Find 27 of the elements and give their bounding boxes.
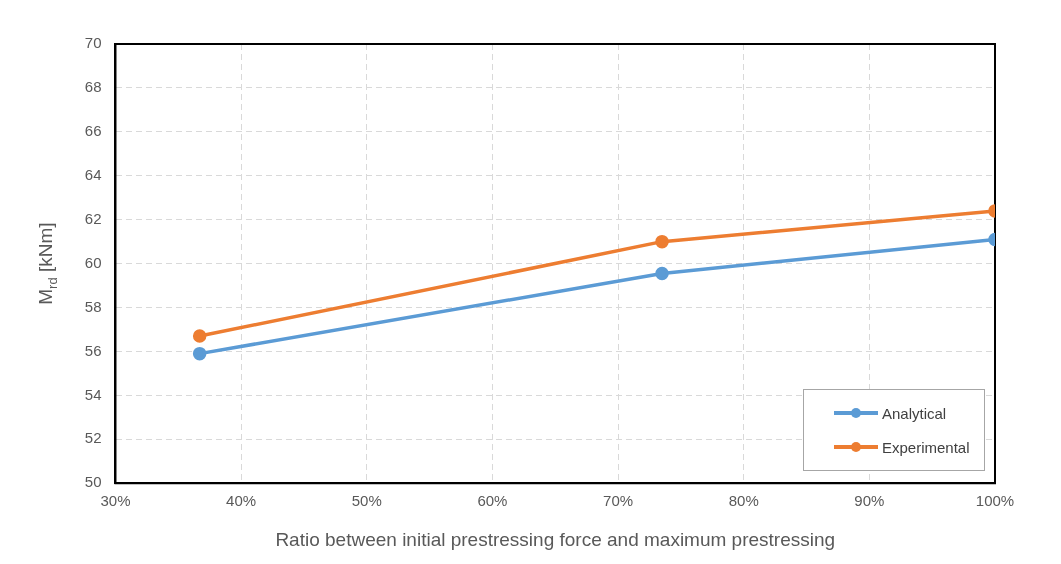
x-tick-label: 90%: [854, 492, 885, 510]
x-tick-label: 70%: [603, 492, 634, 510]
legend-label: Analytical: [882, 404, 947, 422]
legend-label: Experimental: [882, 438, 970, 456]
y-tick-label: 50: [84, 473, 102, 491]
point: [655, 234, 669, 249]
y-tick-label: 58: [84, 297, 102, 315]
x-tick-label: 80%: [728, 492, 759, 510]
x-tick-label: 30%: [100, 492, 131, 510]
point: [192, 346, 207, 361]
y-tick-label: 54: [84, 385, 102, 403]
y-tick-label: 68: [84, 78, 102, 96]
y-axis-title: Mrd [kNm]: [35, 222, 60, 305]
y-tick-label: 56: [84, 341, 102, 359]
y-tick-label: 66: [84, 121, 102, 139]
x-axis-title: Ratio between initial prestressing force and maximum prestressing: [275, 528, 836, 550]
point: [192, 329, 207, 343]
x-tick-label: 100%: [975, 492, 1015, 510]
x-tick-label: 40%: [226, 492, 257, 510]
y-tick-label: 62: [84, 209, 102, 227]
y-tick-label: 64: [84, 165, 102, 183]
y-tick-label: 52: [84, 429, 102, 447]
point: [655, 266, 669, 281]
y-tick-label: 70: [84, 34, 102, 52]
x-tick-label: 50%: [351, 492, 382, 510]
y-tick-label: 60: [84, 253, 102, 271]
x-tick-label: 60%: [477, 492, 508, 510]
